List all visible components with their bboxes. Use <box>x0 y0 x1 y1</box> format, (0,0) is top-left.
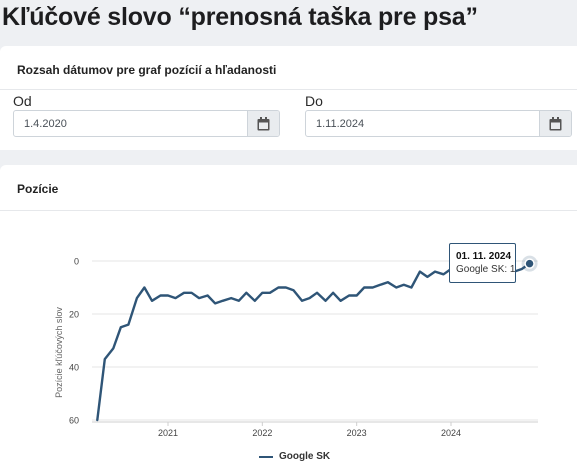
x-tick-label: 2021 <box>158 428 178 438</box>
x-tick-label: 2023 <box>347 428 367 438</box>
x-tick-label: 2024 <box>441 428 461 438</box>
chart-tooltip: 01. 11. 2024 Google SK: 1 <box>449 243 516 283</box>
positions-header: Pozície <box>0 165 577 211</box>
x-tick-label: 2022 <box>252 428 272 438</box>
y-tick-label: 40 <box>69 363 79 373</box>
y-axis-title: Pozície kľúčových slov <box>54 307 64 398</box>
from-calendar-button[interactable] <box>247 111 279 136</box>
y-tick-label: 20 <box>69 310 79 320</box>
date-range-card: Rozsah dátumov pre graf pozícií a hľadan… <box>0 46 577 150</box>
page-title: Kľúčové slovo “prenosná taška pre psa” <box>2 3 478 31</box>
legend-label: Google SK <box>279 451 331 462</box>
date-range-header: Rozsah dátumov pre graf pozícií a hľadan… <box>0 46 577 90</box>
calendar-icon <box>257 116 270 130</box>
series-line-google-sk <box>96 262 531 422</box>
from-date-input[interactable] <box>14 111 247 136</box>
legend-swatch <box>259 455 273 458</box>
positions-card: Pozície 0 20 40 60 2021 2022 2023 2024 Pozície k… <box>0 165 577 468</box>
chart-legend[interactable]: Google SK <box>259 451 330 462</box>
hover-point <box>524 258 535 269</box>
to-date-group <box>305 110 572 137</box>
from-date-group <box>13 110 280 137</box>
tooltip-date: 01. 11. 2024 <box>456 251 512 262</box>
y-tick-label: 0 <box>74 257 79 267</box>
to-label: Do <box>305 93 323 109</box>
from-label: Od <box>13 93 32 109</box>
to-calendar-button[interactable] <box>539 111 571 136</box>
tooltip-value: Google SK: 1 <box>456 264 516 275</box>
y-tick-label: 60 <box>69 416 79 426</box>
calendar-icon <box>549 116 562 130</box>
to-date-input[interactable] <box>306 111 539 136</box>
